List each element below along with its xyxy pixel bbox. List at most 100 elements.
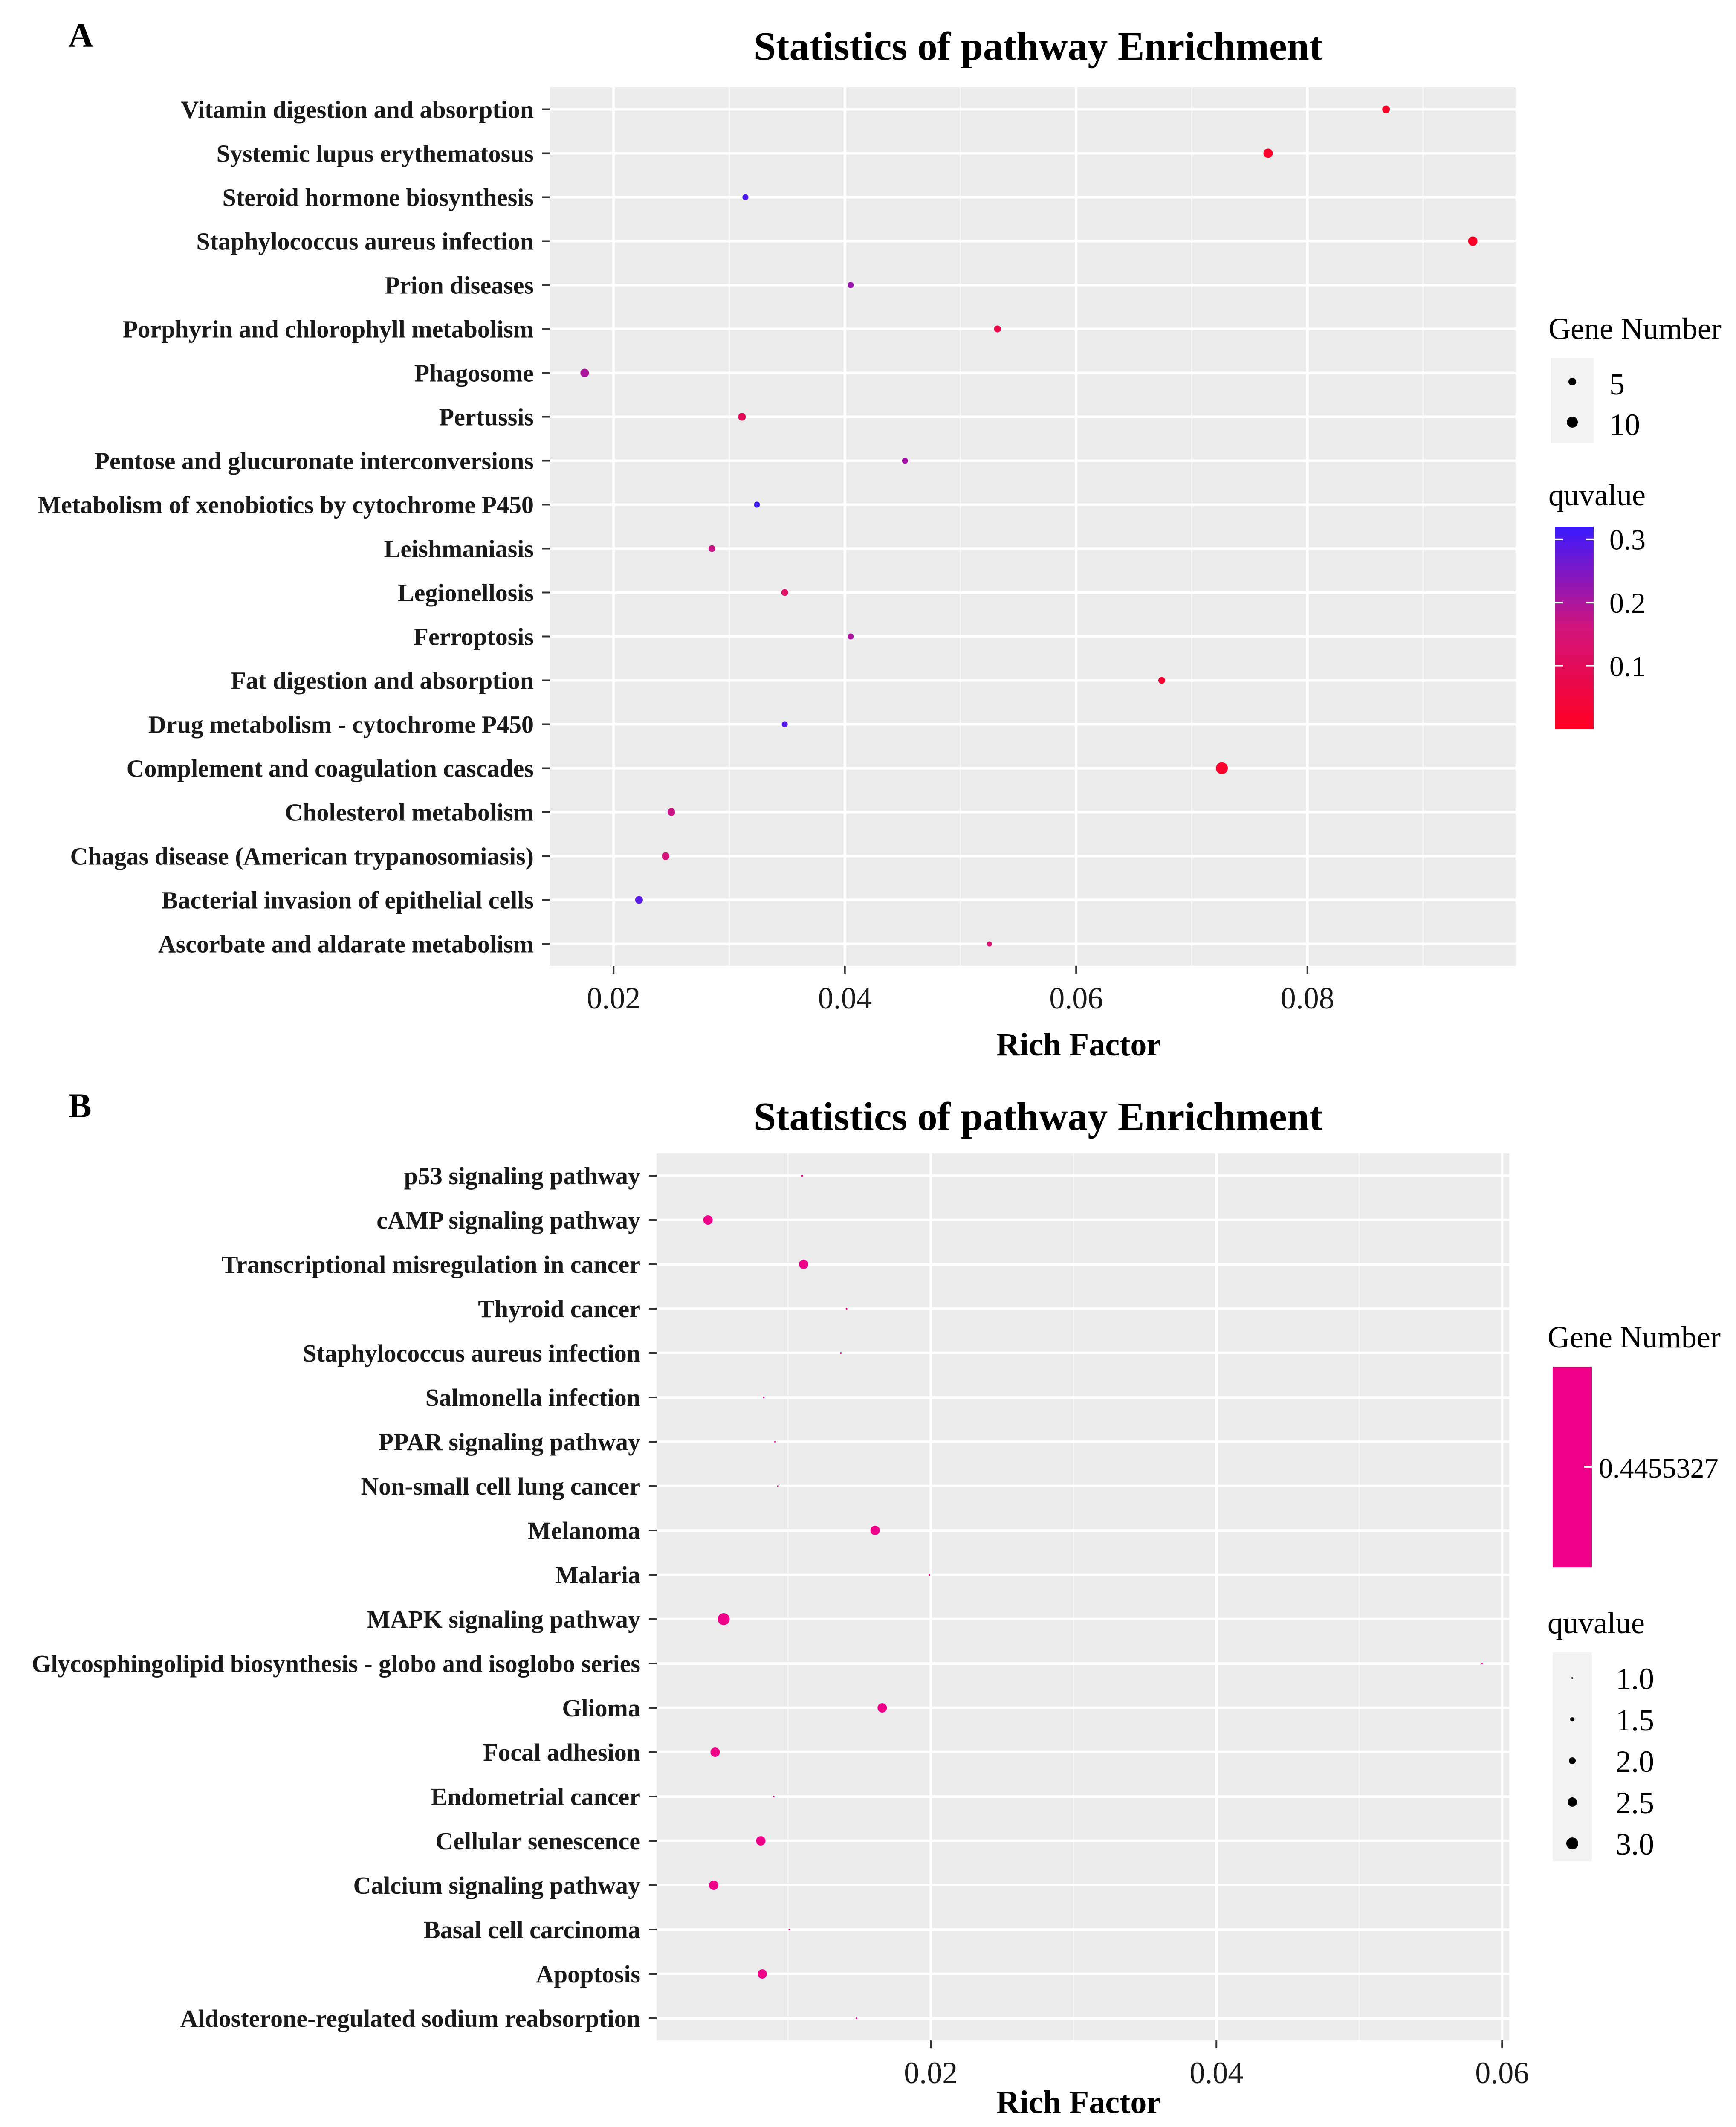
y-tick-label: Non-small cell lung cancer (361, 1472, 640, 1500)
panel-a-gridlines (550, 87, 1516, 966)
data-point (994, 325, 1001, 333)
data-point (781, 721, 788, 727)
x-tick-label: 0.02 (587, 981, 640, 1015)
data-point (754, 501, 760, 508)
y-tick-label: Complement and coagulation cascades (127, 755, 534, 782)
data-point (845, 1308, 848, 1310)
size-legend-key (1570, 1717, 1574, 1721)
data-point (1382, 105, 1390, 113)
data-point (801, 1175, 803, 1177)
legend-size-key-5 (1568, 378, 1576, 385)
y-tick-label: Cellular senescence (435, 1827, 640, 1855)
size-legend-label: 2.5 (1616, 1786, 1654, 1820)
y-tick-label: Steroid hormone biosynthesis (223, 184, 534, 212)
y-tick-label: Chagas disease (American trypanosomiasis… (70, 843, 534, 870)
data-point (1263, 148, 1273, 158)
panel-b-letter: B (68, 1086, 92, 1125)
x-tick-label: 0.06 (1049, 981, 1103, 1015)
y-tick-label: Fat digestion and absorption (231, 667, 534, 695)
data-point (777, 1485, 779, 1487)
y-tick-label: Focal adhesion (483, 1739, 640, 1766)
x-tick-label: 0.02 (904, 2056, 958, 2090)
data-point (757, 1969, 767, 1979)
y-tick-label: Basal cell carcinoma (424, 1916, 640, 1944)
y-tick-label: MAPK signaling pathway (367, 1605, 640, 1633)
x-tick-label: 0.04 (818, 981, 872, 1015)
panel-a-size-legend-title: Gene Number (1548, 312, 1722, 346)
size-legend-key (1571, 1677, 1573, 1679)
data-point (635, 896, 643, 904)
y-tick-label: PPAR signaling pathway (379, 1428, 640, 1456)
y-tick-label: Salmonella infection (425, 1384, 640, 1411)
data-point (902, 458, 908, 464)
panel-b-gene-number-value: 0.4455327 (1599, 1453, 1719, 1484)
data-point (703, 1215, 713, 1225)
size-legend-label: 1.0 (1616, 1662, 1654, 1696)
y-tick-label: Aldosterone-regulated sodium reabsorptio… (180, 2005, 641, 2032)
y-tick-label: Pentose and glucuronate interconversions (94, 447, 534, 475)
panel-a: A Statistics of pathway Enrichment Vitam… (38, 16, 1721, 1063)
data-point (781, 589, 788, 596)
y-tick-label: Cholesterol metabolism (285, 799, 534, 826)
y-tick-label: p53 signaling pathway (404, 1162, 640, 1190)
data-point (848, 633, 854, 640)
data-point (987, 941, 992, 947)
y-tick-label: Glioma (562, 1694, 640, 1722)
y-tick-label: Drug metabolism - cytochrome P450 (148, 711, 534, 739)
x-tick-label: 0.08 (1281, 981, 1334, 1015)
panel-a-x-axis: 0.02 0.04 0.06 0.08 (587, 966, 1334, 1015)
panel-b-size-legend-key-bg (1553, 1652, 1592, 1861)
data-point (870, 1526, 880, 1535)
y-tick-label: Prion diseases (385, 272, 534, 299)
panel-a-color-legend: quvalue 0.3 0.2 0.1 (1548, 478, 1646, 729)
panel-b-size-legend-title: quvalue (1548, 1606, 1645, 1640)
panel-b-points (703, 1175, 1483, 2019)
data-point (662, 852, 670, 860)
y-tick-label: Endometrial cancer (431, 1783, 640, 1811)
y-tick-label: Ferroptosis (414, 623, 534, 651)
panel-b: B Statistics of pathway Enrichment p53 s… (32, 1086, 1721, 2120)
panel-a-points (580, 105, 1478, 947)
x-tick-label: 0.06 (1475, 2056, 1529, 2090)
panel-a-plot-background (550, 87, 1516, 966)
panel-a-title: Statistics of pathway Enrichment (754, 24, 1322, 69)
data-point (1158, 677, 1165, 684)
panel-b-x-label: Rich Factor (996, 2084, 1161, 2120)
panel-a-color-legend-title: quvalue (1548, 478, 1646, 512)
y-tick-label: Legionellosis (398, 579, 534, 607)
y-tick-label: cAMP signaling pathway (376, 1206, 640, 1234)
y-tick-label: Systemic lupus erythematosus (217, 140, 534, 168)
data-point (1216, 762, 1228, 774)
panel-a-colorbar (1555, 527, 1594, 729)
size-legend-label: 2.0 (1616, 1744, 1654, 1779)
data-point (742, 194, 749, 200)
panel-b-y-axis: p53 signaling pathway cAMP signaling path… (32, 1162, 657, 2032)
panel-a-size-legend: Gene Number 5 10 (1548, 312, 1722, 443)
panel-b-plot-background (657, 1153, 1509, 2040)
panel-a-letter: A (68, 16, 93, 55)
panel-b-gene-number-legend: Gene Number 0.4455327 (1548, 1320, 1721, 1567)
x-tick-label: 0.04 (1189, 2056, 1243, 2090)
data-point (709, 1881, 719, 1890)
colorbar-tick-label: 0.3 (1609, 524, 1646, 556)
y-tick-label: Malaria (555, 1561, 640, 1589)
size-legend-key (1566, 1837, 1578, 1849)
panel-b-gridlines (657, 1153, 1509, 2040)
y-tick-label: Staphylococcus aureus infection (303, 1339, 640, 1367)
panel-a-colorbar-ticks: 0.3 0.2 0.1 (1555, 524, 1646, 683)
y-tick-label: Glycosphingolipid biosynthesis - globo a… (32, 1650, 640, 1678)
data-point (756, 1836, 766, 1846)
data-point (877, 1703, 887, 1713)
colorbar-tick-label: 0.2 (1609, 587, 1646, 619)
panel-b-size-legend-keys: 1.0 1.5 2.0 2.5 3.0 (1566, 1662, 1654, 1861)
y-tick-label: Vitamin digestion and absorption (181, 96, 534, 124)
data-point (580, 368, 589, 377)
y-tick-label: Phagosome (414, 359, 534, 387)
panel-a-size-legend-key-bg (1551, 358, 1594, 443)
data-point (840, 1352, 842, 1354)
data-point (763, 1397, 765, 1398)
data-point (788, 1929, 790, 1930)
y-tick-label: Bacterial invasion of epithelial cells (162, 887, 534, 914)
data-point (710, 1747, 720, 1757)
